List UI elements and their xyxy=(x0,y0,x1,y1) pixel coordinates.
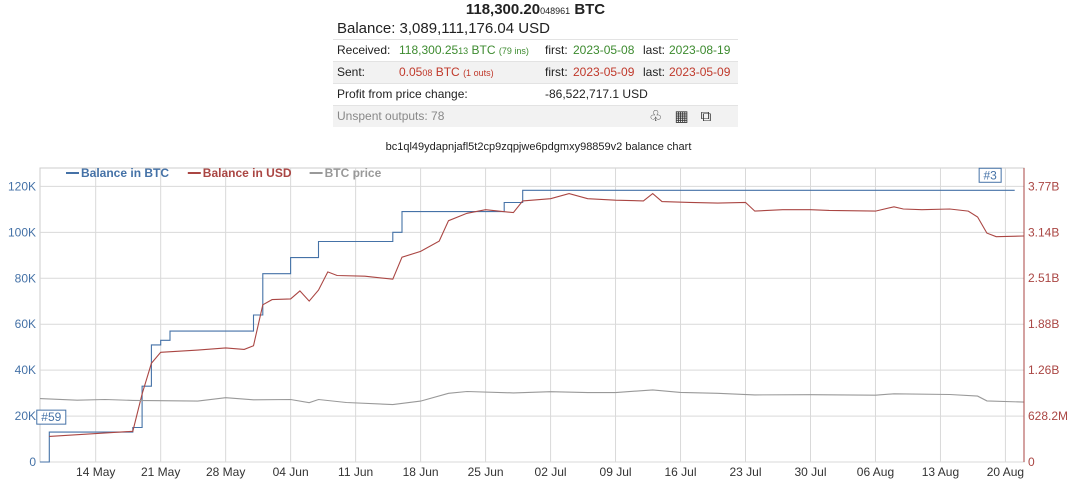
total-btc-main: 118,300.20 xyxy=(465,1,541,18)
chart-annotations: #59 #3 xyxy=(36,167,1002,425)
received-label: Received: xyxy=(337,43,391,57)
annotation-flag xyxy=(36,409,67,425)
received-first-label: first: xyxy=(545,43,568,57)
balance-label: Balance: xyxy=(337,20,396,37)
bell-icon[interactable]: ♧ xyxy=(649,108,663,125)
series-line-balance-in-btc xyxy=(40,189,1015,463)
legend-item[interactable]: Balance in USD xyxy=(203,166,292,180)
sent-last-label: last: xyxy=(643,65,666,79)
address-actions: ♧ ▦ ⧉ xyxy=(649,106,723,127)
unspent-row: Unspent outputs: 78 ♧ ▦ ⧉ xyxy=(333,105,738,127)
sent-first-label: first: xyxy=(545,65,568,79)
sent-amount-main: 0.05 xyxy=(399,65,423,79)
sent-amount-small: 08 xyxy=(422,68,433,78)
profit-row: Profit from price change: -86,522,717.1 … xyxy=(333,83,738,105)
received-last-label: last: xyxy=(643,43,666,57)
chart-legend[interactable]: Balance in BTC Balance in USD BTC price xyxy=(66,166,382,180)
received-first-date: 2023-05-08 xyxy=(573,43,635,57)
y-right-tick-label: 3.14B xyxy=(1028,225,1059,239)
x-tick-label: 09 Jul xyxy=(600,465,632,479)
profit-label: Profit from price change: xyxy=(337,87,468,101)
x-tick-label: 18 Jun xyxy=(403,465,439,479)
qr-code-icon[interactable]: ▦ xyxy=(674,108,689,125)
legend-item[interactable]: BTC price xyxy=(325,166,382,180)
plot-frame xyxy=(39,167,1025,463)
x-tick-label: 28 May xyxy=(206,465,245,479)
sent-first-date: 2023-05-09 xyxy=(573,65,635,79)
received-amount-main: 118,300.25 xyxy=(399,43,459,57)
legend-item[interactable]: Balance in BTC xyxy=(81,166,169,180)
chart-series xyxy=(39,189,1025,463)
x-tick-label: 04 Jun xyxy=(273,465,309,479)
series-line-balance-in-usd xyxy=(49,192,1025,437)
x-tick-label: 30 Jul xyxy=(794,465,826,479)
y-left-tick-label: 60K xyxy=(15,317,36,331)
sent-amount-unit: BTC xyxy=(435,65,460,79)
y-right-tick-label: 1.88B xyxy=(1028,317,1059,331)
x-tick-label: 02 Jul xyxy=(535,465,567,479)
chart-title: bc1ql49ydapnjafl5t2cp9zqpjwe6pdgmxy98859… xyxy=(385,141,692,153)
chart-axes: 0 20K 40K 60K 80K 100K 120K 0 628.2M 1.26B 1.88B 2.… xyxy=(8,168,1068,479)
x-tick-label: 06 Aug xyxy=(857,465,894,479)
x-tick-label: 16 Jul xyxy=(665,465,697,479)
y-left-tick-label: 0 xyxy=(29,455,36,469)
sent-row: Sent: 0.0508 BTC (1 outs) first: 2023-05… xyxy=(333,61,738,83)
y-left-tick-label: 20K xyxy=(15,409,36,423)
x-tick-label: 25 Jun xyxy=(468,465,504,479)
sent-label: Sent: xyxy=(337,65,366,79)
x-tick-label: 23 Jul xyxy=(729,465,761,479)
x-tick-label: 14 May xyxy=(76,465,115,479)
y-right-tick-label: 3.77B xyxy=(1028,179,1059,193)
unspent-label: Unspent outputs: 78 xyxy=(337,109,445,123)
y-right-tick-label: 1.26B xyxy=(1028,363,1059,377)
received-count: (79 ins) xyxy=(498,46,529,56)
y-left-tick-label: 100K xyxy=(8,225,36,239)
y-right-tick-label: 628.2M xyxy=(1028,409,1068,423)
sent-last-date: 2023-05-09 xyxy=(669,65,731,79)
sent-amount: 0.0508 BTC (1 outs) xyxy=(399,62,494,84)
chart-grid xyxy=(39,167,1025,463)
x-tick-label: 13 Aug xyxy=(922,465,959,479)
received-amount-unit: BTC xyxy=(471,43,496,57)
received-row: Received: 118,300.2513 BTC (79 ins) firs… xyxy=(333,39,738,61)
copy-icon[interactable]: ⧉ xyxy=(700,108,712,125)
x-tick-label: 11 Jun xyxy=(338,465,373,479)
annotation-label: #59 xyxy=(41,410,61,424)
x-tick-label: 21 May xyxy=(141,465,180,479)
y-right-tick-label: 2.51B xyxy=(1028,271,1059,285)
received-amount: 118,300.2513 BTC (79 ins) xyxy=(399,40,529,62)
profit-value: -86,522,717.1 USD xyxy=(545,87,648,101)
annotation-label: #3 xyxy=(983,168,997,182)
annotation-flag xyxy=(978,167,1002,183)
total-btc-unit: BTC xyxy=(574,1,606,18)
x-tick-label: 20 Aug xyxy=(987,465,1024,479)
y-left-tick-label: 40K xyxy=(15,363,36,377)
y-right-tick-label: 0 xyxy=(1028,455,1035,469)
sent-count: (1 outs) xyxy=(463,68,494,78)
y-left-tick-label: 120K xyxy=(8,179,36,193)
y-left-tick-label: 80K xyxy=(15,271,36,285)
series-line-btc-price xyxy=(39,389,1025,406)
balance-value: 3,089,111,176.04 USD xyxy=(399,20,550,37)
balance-line: Balance: 3,089,111,176.04 USD xyxy=(333,19,738,39)
address-summary: 118,300.20048961 BTC Balance: 3,089,111,… xyxy=(333,0,738,127)
total-btc: 118,300.20048961 BTC xyxy=(333,0,738,19)
received-amount-small: 13 xyxy=(458,46,469,56)
received-last-date: 2023-08-19 xyxy=(669,43,731,57)
total-btc-small: 048961 xyxy=(540,6,571,16)
